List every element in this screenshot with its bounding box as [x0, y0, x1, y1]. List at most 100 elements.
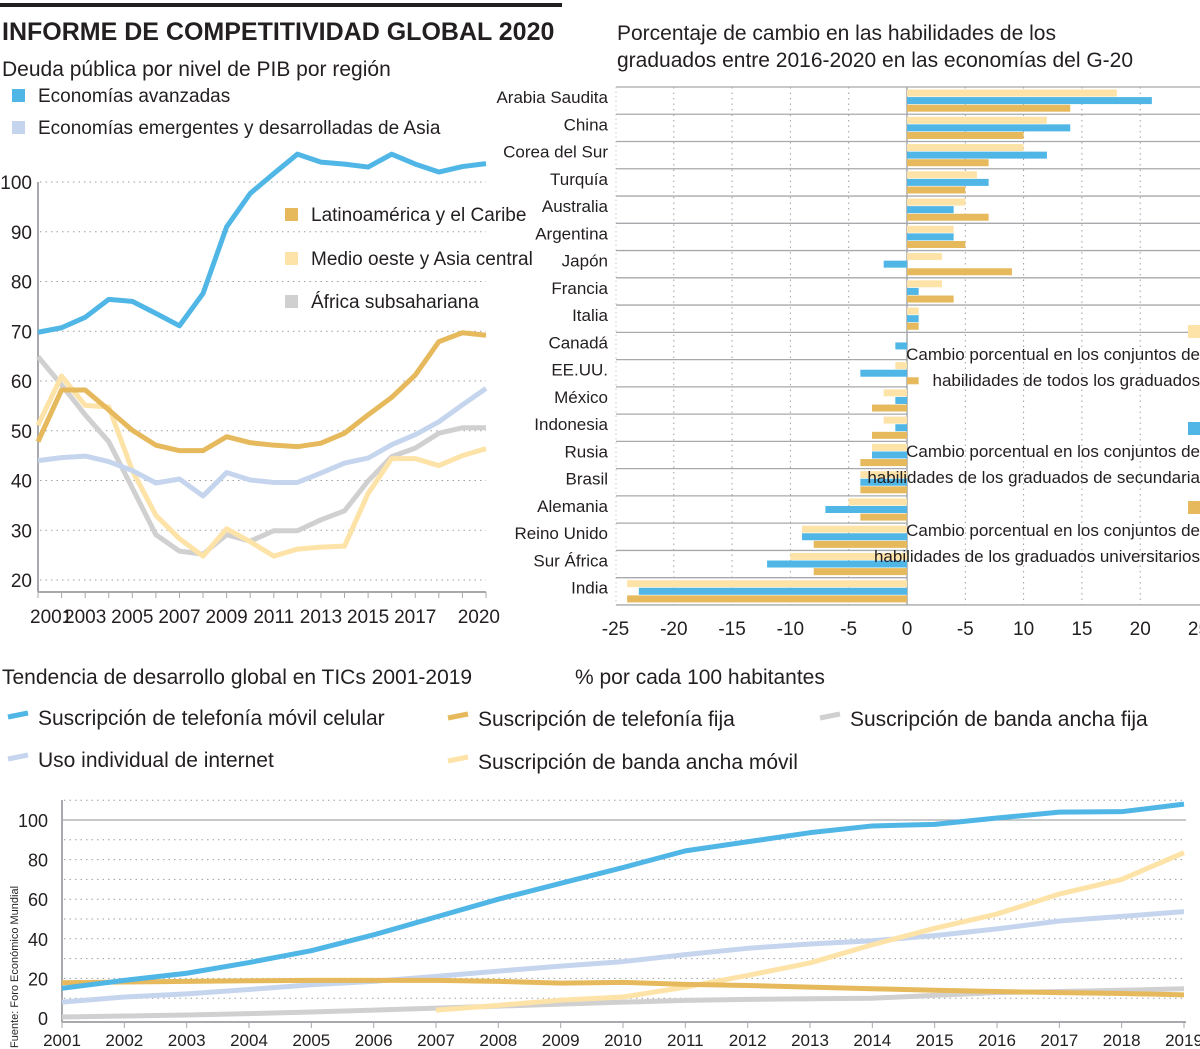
x-tick-label: 2009 [542, 1031, 580, 1049]
category-label: Corea del Sur [503, 143, 608, 162]
bar [860, 459, 907, 467]
bar [907, 206, 954, 214]
y-tick-label: 40 [28, 930, 48, 950]
x-tick-label: 15 [1071, 619, 1092, 640]
bar [907, 178, 989, 186]
bar [907, 104, 1071, 112]
x-tick-label: 2011 [253, 607, 294, 628]
bar [825, 506, 907, 513]
category-label: México [554, 388, 608, 407]
bar [860, 478, 907, 486]
category-label: Reino Unido [514, 524, 608, 543]
series-line-3 [35, 373, 487, 559]
legend-swatch [12, 89, 25, 102]
legend-label: Economías emergentes y desarrolladas de … [38, 118, 441, 139]
y-tick-label: 90 [11, 223, 32, 244]
legend-label: habilidades de todos los graduados [933, 371, 1200, 390]
category-label: Japón [562, 252, 608, 271]
category-label: EE.UU. [551, 361, 608, 380]
bar [907, 280, 942, 288]
bar [907, 124, 1071, 132]
bar [907, 225, 954, 233]
graduate-skills-bar-chart: -25 -20 -15 -10 -5 0 -5 10 15 20 25 Arabia Saudita C… [496, 86, 1200, 640]
category-label: Sur África [533, 551, 608, 570]
x-tick-label: 2008 [479, 1031, 517, 1049]
series-line-3 [61, 909, 1185, 1005]
category-label: Francia [551, 279, 608, 298]
bar [907, 233, 954, 241]
y-tick-label: 20 [28, 969, 48, 989]
y-tick-label: 0 [38, 1009, 48, 1029]
y-tick-label: 30 [11, 521, 32, 542]
legend-label: habilidades de los graduados universitar… [874, 547, 1200, 566]
x-tick-label: 2015 [347, 607, 389, 628]
x-tick-label: 2014 [853, 1031, 891, 1049]
bar [802, 525, 907, 533]
y-tick-label: 80 [11, 273, 32, 294]
x-tick-label: 2005 [111, 607, 153, 628]
x-tick-label: 2007 [158, 607, 200, 628]
bar [860, 471, 907, 479]
legend-label: Uso individual de internet [38, 749, 274, 772]
legend-swatch [1188, 422, 1200, 435]
bar [860, 369, 907, 377]
bar [860, 486, 907, 494]
legend-label: Suscripción de telefonía fija [478, 708, 735, 731]
x-tick-label: 2004 [230, 1031, 268, 1049]
category-label: China [564, 115, 609, 134]
x-tick-label: 25 [1188, 619, 1200, 640]
x-tick-label: 2012 [729, 1031, 767, 1049]
bar [627, 580, 907, 588]
bar [907, 287, 919, 295]
bar [907, 268, 1012, 276]
x-tick-label: 2009 [205, 607, 247, 628]
legend-line-marker [447, 754, 469, 764]
bar [813, 568, 907, 576]
legend-label: Cambio porcentual en los conjuntos de [906, 345, 1200, 364]
title-rule [0, 3, 562, 7]
bar [860, 513, 907, 521]
y-tick-label: 100 [0, 173, 32, 194]
series-line-2 [35, 330, 487, 454]
category-label: Rusia [565, 442, 609, 461]
bar [895, 424, 907, 432]
ict-trend-line-chart: 0 20 40 60 80 100 2001 2002 2003 2004 2005 2006 2007… [7, 707, 1200, 1049]
y-tick-label: 20 [11, 571, 32, 592]
y-tick-label: 60 [28, 890, 48, 910]
x-tick-label: -25 [602, 619, 629, 640]
legend-label: habilidades de los graduados de secundar… [867, 468, 1200, 487]
x-tick-label: 10 [1013, 619, 1034, 640]
legend-label: África subsahariana [311, 292, 479, 313]
bar [907, 253, 942, 261]
bar [907, 322, 919, 330]
legend-label: Cambio porcentual en los conjuntos de [906, 442, 1200, 461]
legend-line-marker [447, 711, 469, 721]
category-label: India [571, 579, 608, 598]
bar [895, 362, 907, 370]
bar [872, 451, 907, 459]
bar [907, 159, 989, 167]
category-label: Argentina [535, 224, 608, 243]
bar [767, 560, 907, 568]
y-tick-label: 60 [11, 372, 32, 393]
x-tick-label: 2006 [355, 1031, 393, 1049]
bar [907, 295, 954, 303]
legend-swatch [285, 208, 298, 221]
chart3-unit-label: % por cada 100 habitantes [575, 666, 825, 689]
x-tick-label: -15 [718, 619, 745, 640]
bar [813, 540, 907, 548]
bar [907, 151, 1047, 159]
bar [907, 131, 1024, 139]
x-tick-label: 2010 [604, 1031, 642, 1049]
series-line-4 [435, 850, 1185, 1013]
x-tick-label: 2017 [394, 607, 436, 628]
bar [872, 404, 907, 412]
series-line-0 [37, 151, 487, 335]
category-label: Canadá [548, 333, 608, 352]
category-label: Turquía [550, 170, 609, 189]
x-tick-label: -5 [957, 619, 974, 640]
bar [907, 144, 1024, 152]
x-tick-label: 2005 [292, 1031, 330, 1049]
